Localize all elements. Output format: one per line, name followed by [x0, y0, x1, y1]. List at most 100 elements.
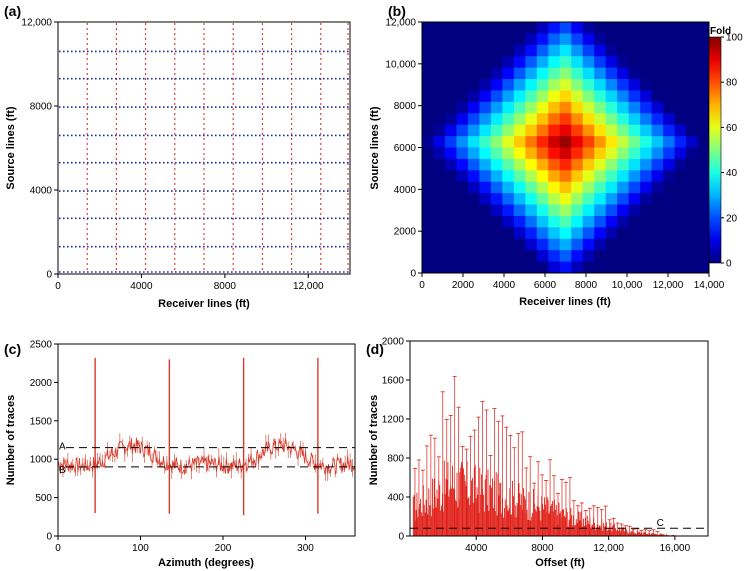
- heatmap-cell: [594, 90, 607, 103]
- heatmap-cell: [467, 113, 480, 126]
- heatmap-cell: [559, 170, 572, 183]
- heatmap-cell: [479, 67, 492, 80]
- heatmap-cell: [536, 238, 549, 251]
- heatmap-cell: [674, 250, 687, 262]
- heatmap-cell: [444, 124, 457, 137]
- heatmap-cell: [422, 136, 434, 148]
- heatmap-cell: [456, 33, 469, 46]
- reference-label-b: B: [59, 465, 66, 476]
- heatmap-cell: [582, 79, 595, 91]
- heatmap-cell: [617, 79, 630, 91]
- heatmap-cell: [651, 124, 664, 137]
- heatmap-cell: [444, 181, 457, 194]
- heatmap-cell: [513, 147, 526, 160]
- heatmap-cell: [651, 193, 664, 205]
- heatmap-cell: [617, 227, 630, 240]
- heatmap-cell: [433, 215, 446, 228]
- heatmap-cell: [617, 158, 630, 171]
- heatmap-cell: [686, 101, 698, 114]
- heatmap-cell: [605, 215, 618, 228]
- heatmap-cell: [582, 67, 595, 80]
- heatmap-cell: [422, 113, 434, 126]
- heatmap-cell: [628, 193, 641, 205]
- heatmap-cell: [433, 101, 446, 114]
- heatmap-cell: [559, 124, 572, 137]
- heatmap-cell: [559, 113, 572, 126]
- heatmap-cell: [548, 90, 561, 103]
- heatmap-cell: [663, 79, 675, 91]
- panel-d-ytick-label: 1200: [382, 415, 405, 426]
- heatmap-cell: [663, 90, 675, 103]
- heatmap-cell: [456, 67, 469, 80]
- heatmap-cell: [686, 170, 698, 183]
- heatmap-cell: [490, 33, 503, 46]
- panel-a-xtick-label: 0: [55, 281, 61, 292]
- colorbar-tick-label: 20: [726, 213, 738, 224]
- heatmap-cell: [674, 101, 687, 114]
- heatmap-cell: [456, 238, 469, 251]
- heatmap-cell: [467, 238, 480, 251]
- heatmap-cell: [456, 124, 469, 137]
- heatmap-cell: [456, 181, 469, 194]
- heatmap-cell: [605, 158, 618, 171]
- heatmap-cell: [456, 261, 469, 274]
- panel-a-xtick-label: 12,000: [293, 281, 324, 292]
- heatmap-cell: [628, 215, 641, 228]
- heatmap-cell: [559, 261, 572, 274]
- heatmap-cell: [490, 250, 503, 262]
- heatmap-cell: [467, 101, 480, 114]
- heatmap-cell: [490, 193, 503, 205]
- panel-b-ylabel: Source lines (ft): [369, 106, 381, 189]
- heatmap-cell: [467, 215, 480, 228]
- heatmap-cell: [663, 33, 675, 46]
- heatmap-cell: [536, 181, 549, 194]
- heatmap-cell: [548, 193, 561, 205]
- heatmap-cell: [663, 113, 675, 126]
- heatmap-cell: [640, 67, 652, 80]
- panel-a-ytick-label: 12,000: [21, 18, 52, 29]
- panel-c-frame: [57, 343, 356, 537]
- heatmap-cell: [686, 215, 698, 228]
- heatmap-cell: [594, 158, 607, 171]
- heatmap-cell: [490, 204, 503, 217]
- heatmap-cell: [651, 261, 664, 274]
- heatmap-cell: [536, 22, 549, 34]
- heatmap-cell: [686, 113, 698, 126]
- heatmap-cell: [674, 22, 687, 34]
- heatmap-cell: [651, 170, 664, 183]
- heatmap-cell: [594, 204, 607, 217]
- heatmap-cell: [686, 136, 698, 148]
- heatmap-cell: [444, 250, 457, 262]
- heatmap-cell: [490, 238, 503, 251]
- heatmap-cell: [467, 136, 480, 148]
- heatmap-cell: [582, 33, 595, 46]
- panel-d-xtick-label: 8000: [531, 543, 554, 554]
- panel-a-xtick-label: 8000: [214, 281, 237, 292]
- heatmap-cell: [617, 215, 630, 228]
- heatmap-cell: [640, 124, 652, 137]
- heatmap-cell: [674, 170, 687, 183]
- heatmap-cell: [640, 227, 652, 240]
- heatmap-cell: [617, 44, 630, 57]
- heatmap-cell: [525, 113, 538, 126]
- reference-label-c: C: [657, 518, 664, 529]
- heatmap-cell: [536, 170, 549, 183]
- panel-d-xlabel: Offset (ft): [535, 557, 585, 569]
- heatmap-cell: [559, 193, 572, 205]
- heatmap-cell: [605, 181, 618, 194]
- heatmap-cell: [605, 136, 618, 148]
- heatmap-cell: [582, 250, 595, 262]
- heatmap-cell: [559, 101, 572, 114]
- heatmap-cell: [502, 101, 515, 114]
- heatmap-cell: [502, 193, 515, 205]
- heatmap-cell: [525, 79, 538, 91]
- heatmap-cell: [490, 56, 503, 69]
- panel-d-frame: [409, 340, 709, 537]
- heatmap-cell: [617, 238, 630, 251]
- heatmap-cell: [456, 79, 469, 91]
- heatmap-cell: [502, 124, 515, 137]
- heatmap-cell: [536, 227, 549, 240]
- heatmap-cell: [697, 22, 710, 34]
- heatmap-cell: [605, 204, 618, 217]
- panel-d-ylabel: Number of traces: [368, 395, 380, 485]
